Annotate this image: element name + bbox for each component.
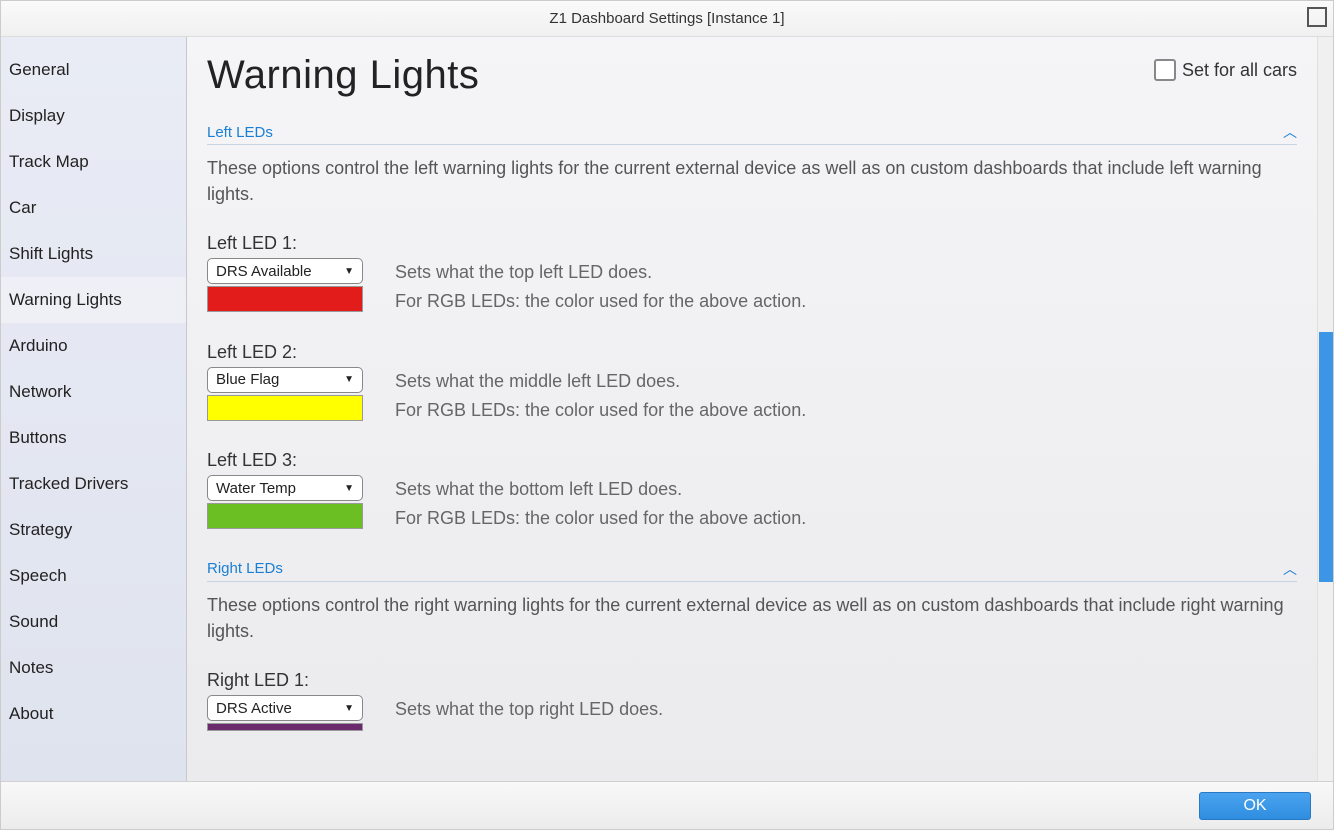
section-desc-left-leds: These options control the left warning l… [207,155,1297,207]
left-led-2-selected: Blue Flag [216,371,279,388]
page-header: Warning Lights Set for all cars [207,53,1297,98]
window-title: Z1 Dashboard Settings [Instance 1] [549,10,784,27]
set-for-all-cars-checkbox[interactable] [1154,59,1176,81]
sidebar-item-shift-lights[interactable]: Shift Lights [1,231,186,277]
left-led-1-desc: Sets what the top left LED does. For RGB… [395,258,806,316]
footer: OK [1,781,1333,829]
right-led-1-desc1: Sets what the top right LED does. [395,695,663,724]
scrollbar-thumb[interactable] [1319,332,1333,582]
left-led-3-selected: Water Temp [216,480,296,497]
left-led-1-row: Left LED 1: DRS Available ▼ Sets what th… [207,233,1297,316]
left-led-3-desc1: Sets what the bottom left LED does. [395,475,806,504]
left-led-2-select[interactable]: Blue Flag ▼ [207,367,363,393]
left-led-3-label: Left LED 3: [207,450,1297,471]
left-led-1-desc2: For RGB LEDs: the color used for the abo… [395,287,806,316]
right-led-1-select[interactable]: DRS Active ▼ [207,695,363,721]
right-led-1-desc: Sets what the top right LED does. [395,695,663,724]
left-led-2-desc2: For RGB LEDs: the color used for the abo… [395,396,806,425]
set-for-all-cars-label: Set for all cars [1182,60,1297,81]
sidebar: General Display Track Map Car Shift Ligh… [1,37,187,781]
page-title: Warning Lights [207,53,479,98]
sidebar-item-speech[interactable]: Speech [1,553,186,599]
sidebar-item-sound[interactable]: Sound [1,599,186,645]
left-led-1-color[interactable] [207,286,363,312]
left-led-3-desc2: For RGB LEDs: the color used for the abo… [395,504,806,533]
left-led-1-desc1: Sets what the top left LED does. [395,258,806,287]
left-led-3-color[interactable] [207,503,363,529]
sidebar-item-warning-lights[interactable]: Warning Lights [1,277,186,323]
right-led-1-row: Right LED 1: DRS Active ▼ Sets what the … [207,670,1297,731]
right-led-1-selected: DRS Active [216,700,292,717]
left-led-2-desc1: Sets what the middle left LED does. [395,367,806,396]
ok-button[interactable]: OK [1199,792,1311,820]
left-led-2-row: Left LED 2: Blue Flag ▼ Sets what the mi… [207,342,1297,425]
section-title-right-leds: Right LEDs [207,560,283,577]
section-title-left-leds: Left LEDs [207,124,273,141]
sidebar-item-general[interactable]: General [1,47,186,93]
left-led-2-desc: Sets what the middle left LED does. For … [395,367,806,425]
left-led-3-row: Left LED 3: Water Temp ▼ Sets what the b… [207,450,1297,533]
left-led-1-label: Left LED 1: [207,233,1297,254]
sidebar-item-track-map[interactable]: Track Map [1,139,186,185]
section-header-right-leds[interactable]: Right LEDs ︿ [207,559,1297,582]
maximize-icon[interactable] [1307,7,1327,27]
left-led-1-selected: DRS Available [216,263,312,280]
section-header-left-leds[interactable]: Left LEDs ︿ [207,122,1297,145]
right-led-1-label: Right LED 1: [207,670,1297,691]
chevron-down-icon: ▼ [344,703,354,714]
settings-window: Z1 Dashboard Settings [Instance 1] Gener… [0,0,1334,830]
set-for-all-cars[interactable]: Set for all cars [1154,59,1297,81]
sidebar-item-tracked-drivers[interactable]: Tracked Drivers [1,461,186,507]
right-led-1-color[interactable] [207,723,363,731]
window-body: General Display Track Map Car Shift Ligh… [1,37,1333,781]
left-led-1-select[interactable]: DRS Available ▼ [207,258,363,284]
chevron-up-icon: ︿ [1283,559,1297,579]
chevron-down-icon: ▼ [344,374,354,385]
content-panel: Warning Lights Set for all cars Left LED… [187,37,1317,781]
chevron-down-icon: ▼ [344,483,354,494]
chevron-up-icon: ︿ [1283,122,1297,142]
sidebar-item-display[interactable]: Display [1,93,186,139]
main-area: Warning Lights Set for all cars Left LED… [187,37,1333,781]
sidebar-item-arduino[interactable]: Arduino [1,323,186,369]
sidebar-item-network[interactable]: Network [1,369,186,415]
titlebar: Z1 Dashboard Settings [Instance 1] [1,1,1333,37]
sidebar-item-about[interactable]: About [1,691,186,737]
sidebar-item-strategy[interactable]: Strategy [1,507,186,553]
left-led-2-color[interactable] [207,395,363,421]
chevron-down-icon: ▼ [344,266,354,277]
sidebar-item-buttons[interactable]: Buttons [1,415,186,461]
scrollbar[interactable] [1317,37,1333,781]
left-led-3-select[interactable]: Water Temp ▼ [207,475,363,501]
sidebar-item-car[interactable]: Car [1,185,186,231]
section-desc-right-leds: These options control the right warning … [207,592,1297,644]
left-led-3-desc: Sets what the bottom left LED does. For … [395,475,806,533]
sidebar-item-notes[interactable]: Notes [1,645,186,691]
left-led-2-label: Left LED 2: [207,342,1297,363]
ok-button-label: OK [1243,797,1266,815]
